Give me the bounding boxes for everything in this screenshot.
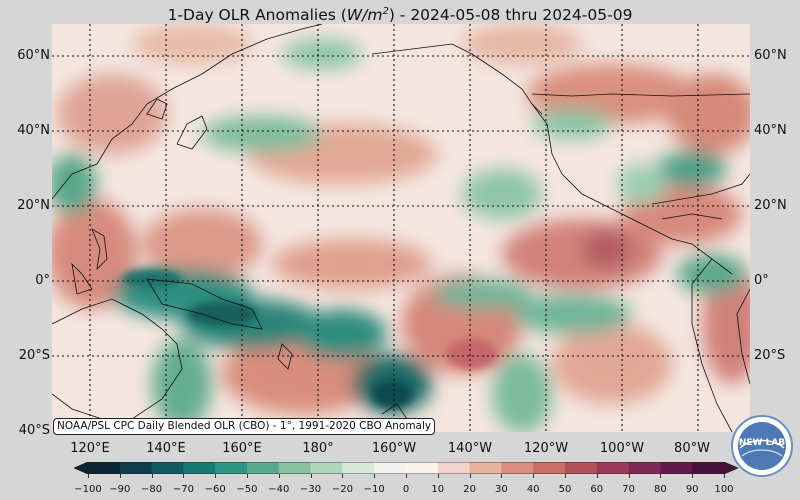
colorbar-tick-label: −80 bbox=[141, 484, 163, 495]
colorbar-tick-mark bbox=[406, 474, 407, 478]
olr-anomaly-map bbox=[52, 24, 750, 432]
colorbar-tick-mark bbox=[151, 474, 153, 478]
colorbar-tick-mark bbox=[660, 474, 662, 478]
colorbar-tick-mark bbox=[247, 474, 248, 478]
colorbar-tick-label: 70 bbox=[622, 484, 635, 495]
colorbar-segment bbox=[310, 462, 343, 474]
colorbar-segment bbox=[215, 462, 248, 474]
lon-label: 140°W bbox=[447, 441, 493, 456]
colorbar-segment bbox=[437, 462, 471, 474]
colorbar-segment bbox=[596, 462, 630, 474]
colorbar-tick-label: −40 bbox=[268, 484, 290, 495]
colorbar-tick-mark bbox=[119, 474, 121, 478]
colorbar-extend-high bbox=[724, 462, 738, 474]
colorbar-segment bbox=[183, 462, 216, 474]
lon-label: 120°E bbox=[70, 441, 110, 456]
colorbar-segment bbox=[565, 462, 598, 474]
colorbar-segment bbox=[278, 462, 312, 474]
colorbar-tick-label: −10 bbox=[363, 484, 385, 495]
graticule bbox=[52, 24, 750, 432]
colorbar-segment bbox=[247, 462, 280, 474]
colorbar-tick-label: 60 bbox=[590, 484, 604, 495]
lat-label-right: 60°N bbox=[754, 48, 787, 63]
colorbar-tick-label: −30 bbox=[300, 484, 322, 495]
colorbar-segment bbox=[342, 462, 375, 474]
colorbar-segment bbox=[469, 462, 502, 474]
colorbar-segment bbox=[501, 462, 534, 474]
colorbar-tick-label: −100 bbox=[74, 484, 102, 495]
lat-label-left: 20°S bbox=[18, 348, 50, 363]
colorbar-tick-mark bbox=[501, 474, 503, 478]
anomaly-field bbox=[52, 24, 750, 432]
lon-label: 100°W bbox=[599, 441, 645, 456]
lon-label: 140°E bbox=[146, 441, 186, 456]
colorbar-tick-label: 50 bbox=[558, 484, 572, 495]
lat-label-right: 20°N bbox=[754, 198, 787, 213]
colorbar-tick-mark bbox=[724, 474, 725, 478]
colorbar-tick-label: 100 bbox=[714, 484, 734, 495]
lat-label-left: 60°N bbox=[17, 48, 50, 63]
map-title: 1-Day OLR Anomalies (W/m2) - 2024-05-08 … bbox=[167, 6, 633, 25]
colorbar-tick-mark bbox=[88, 474, 89, 478]
colorbar-tick-mark bbox=[278, 474, 280, 478]
colorbar-segment bbox=[628, 462, 661, 474]
colorbar-tick-mark bbox=[374, 474, 376, 478]
colorbar-tick-mark bbox=[692, 474, 694, 478]
coastlines bbox=[52, 24, 750, 432]
colorbar-tick-mark bbox=[215, 474, 217, 478]
colorbar-tick-mark bbox=[628, 474, 630, 478]
colorbar-tick-label: 90 bbox=[685, 484, 699, 495]
lat-label-right: 40°N bbox=[754, 123, 787, 138]
colorbar-tick-label: 30 bbox=[495, 484, 508, 495]
colorbar-tick-mark bbox=[437, 474, 439, 478]
colorbar-segment bbox=[660, 462, 693, 474]
colorbar-tick-mark bbox=[342, 474, 344, 478]
lon-label: 160°E bbox=[222, 441, 262, 456]
nev-lab-logo: NEW LAB bbox=[731, 415, 793, 477]
lat-label-left: 40°S bbox=[18, 423, 50, 438]
lon-label: 160°W bbox=[371, 441, 417, 456]
colorbar-tick-mark bbox=[469, 474, 471, 478]
colorbar-segment bbox=[533, 462, 566, 474]
lat-label-left: 20°N bbox=[17, 198, 50, 213]
lat-label-right: 20°S bbox=[754, 348, 786, 363]
colorbar-segment bbox=[119, 462, 153, 474]
anomaly-detail bbox=[122, 269, 497, 408]
colorbar-segment bbox=[88, 462, 121, 474]
colorbar-tick-label: −90 bbox=[109, 484, 131, 495]
colorbar-tick-mark bbox=[310, 474, 312, 478]
colorbar-segment bbox=[151, 462, 184, 474]
colorbar-segment bbox=[406, 462, 439, 474]
colorbar-tick-label: 20 bbox=[463, 484, 476, 495]
colorbar-segment bbox=[692, 462, 725, 474]
colorbar-tick-label: −20 bbox=[331, 484, 353, 495]
map-canvas bbox=[52, 24, 750, 432]
colorbar-tick-label: 40 bbox=[526, 484, 540, 495]
colorbar-tick-label: −70 bbox=[172, 484, 194, 495]
colorbar-tick-label: −60 bbox=[204, 484, 226, 495]
lat-label-left: 0° bbox=[35, 273, 50, 288]
colorbar bbox=[74, 462, 738, 474]
colorbar-tick-mark bbox=[183, 474, 185, 478]
lat-label-left: 40°N bbox=[17, 123, 50, 138]
colorbar-extend-low bbox=[74, 462, 88, 474]
colorbar-tick-label: 0 bbox=[402, 484, 410, 495]
logo-text: NEW LAB bbox=[739, 438, 785, 448]
lon-label: 80°W bbox=[674, 441, 710, 456]
lon-label: 180° bbox=[302, 441, 334, 456]
lat-label-right: 0° bbox=[754, 273, 769, 288]
source-note: NOAA/PSL CPC Daily Blended OLR (CBO) - 1… bbox=[53, 418, 436, 435]
colorbar-tick-mark bbox=[533, 474, 535, 478]
colorbar-tick-label: −50 bbox=[236, 484, 258, 495]
colorbar-segment bbox=[374, 462, 407, 474]
lon-label: 120°W bbox=[523, 441, 569, 456]
colorbar-tick-mark bbox=[565, 474, 566, 478]
colorbar-tick-label: 10 bbox=[431, 484, 445, 495]
colorbar-tick-mark bbox=[596, 474, 598, 478]
colorbar-tick-label: 80 bbox=[654, 484, 667, 495]
